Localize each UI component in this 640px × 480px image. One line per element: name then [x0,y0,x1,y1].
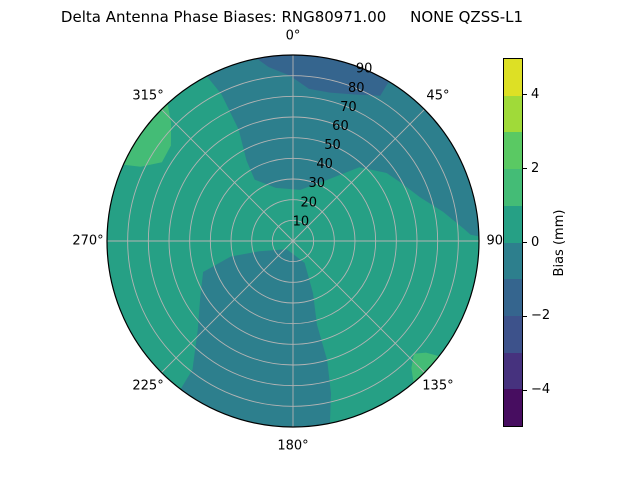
colorbar-band [504,205,522,243]
colorbar-tick-label: 4 [531,86,540,102]
r-tick-label: 90 [356,62,373,77]
plot-title: Delta Antenna Phase Biases: RNG80971.00 … [60,8,524,26]
theta-tick-label: 0° [286,29,301,44]
grid-spoke [292,240,425,373]
colorbar-band [504,389,522,427]
colorbar-tick [523,94,527,96]
theta-tick-label: 135° [422,378,453,393]
colorbar-tick [523,389,527,391]
grid-spoke [161,240,294,373]
colorbar-band [504,279,522,316]
colorbar-band [504,315,522,353]
colorbar-band [504,95,522,133]
colorbar-band [504,59,522,96]
r-tick-label: 50 [324,138,341,153]
colorbar-tick-label: −4 [531,382,551,398]
theta-tick-label: 315° [132,89,163,104]
r-tick-label: 70 [340,100,357,115]
grid-spoke [161,109,294,242]
colorbar-tick-label: 0 [531,234,540,250]
r-tick-label: 80 [348,81,365,96]
colorbar-tick-label: 2 [531,160,540,176]
theta-tick-label: 270° [72,234,103,249]
r-tick-label: 20 [301,195,318,210]
r-tick-label: 30 [308,176,325,191]
colorbar-tick [523,168,527,170]
r-tick-label: 60 [332,119,349,134]
colorbar-band [504,242,522,280]
colorbar-tick [523,315,527,317]
contour-region-northwest-rim-positive-patch [121,101,172,167]
colorbar-band [504,169,522,206]
r-tick-label: 10 [293,214,310,229]
colorbar [503,58,523,427]
colorbar-band [504,352,522,390]
colorbar-band [504,132,522,170]
colorbar-tick [523,242,527,243]
r-tick-label: 40 [316,157,333,172]
contour-region-southeast-rim-positive-patch [411,352,442,386]
colorbar-axis-label: Bias (mm) [552,209,567,277]
grid-spoke [292,109,425,242]
colorbar-tick-label: −2 [531,308,551,324]
polar-spine [106,54,480,428]
polar-grid [107,55,479,427]
theta-tick-label: 225° [132,378,163,393]
theta-tick-label: 180° [277,439,308,454]
theta-tick-label: 45° [426,89,449,104]
